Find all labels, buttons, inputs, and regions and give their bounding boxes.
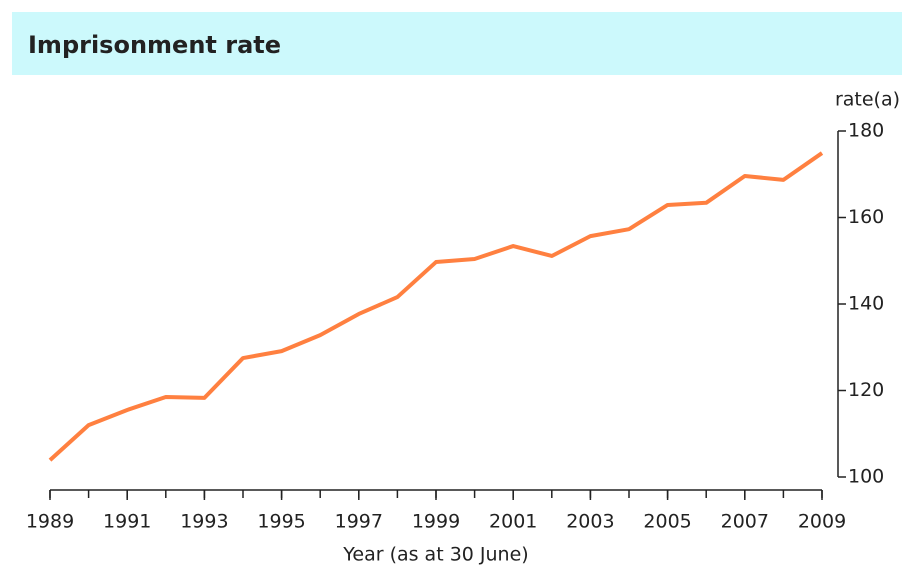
chart-title: Imprisonment rate [28,31,281,59]
y-tick-label: 180 [848,120,884,142]
x-tick-label: 1999 [412,511,460,533]
y-axis-label: rate(a) [835,89,900,111]
x-tick-label: 1989 [26,511,74,533]
x-tick-label: 1991 [103,511,151,533]
title-band [12,12,902,75]
y-tick-label: 160 [848,206,884,228]
x-tick-label: 2005 [643,511,691,533]
y-tick-label: 120 [848,379,884,401]
x-tick-label: 2001 [489,511,537,533]
x-tick-label: 2009 [798,511,846,533]
x-axis-label: Year (as at 30 June) [342,544,528,566]
y-tick-label: 140 [848,293,884,315]
data-line [48,151,824,462]
x-tick-label: 2007 [721,511,769,533]
y-tick-label: 100 [848,466,884,488]
x-tick-label: 2003 [566,511,614,533]
x-tick-label: 1997 [335,511,383,533]
x-tick-label: 1993 [180,511,228,533]
x-tick-label: 1995 [257,511,305,533]
